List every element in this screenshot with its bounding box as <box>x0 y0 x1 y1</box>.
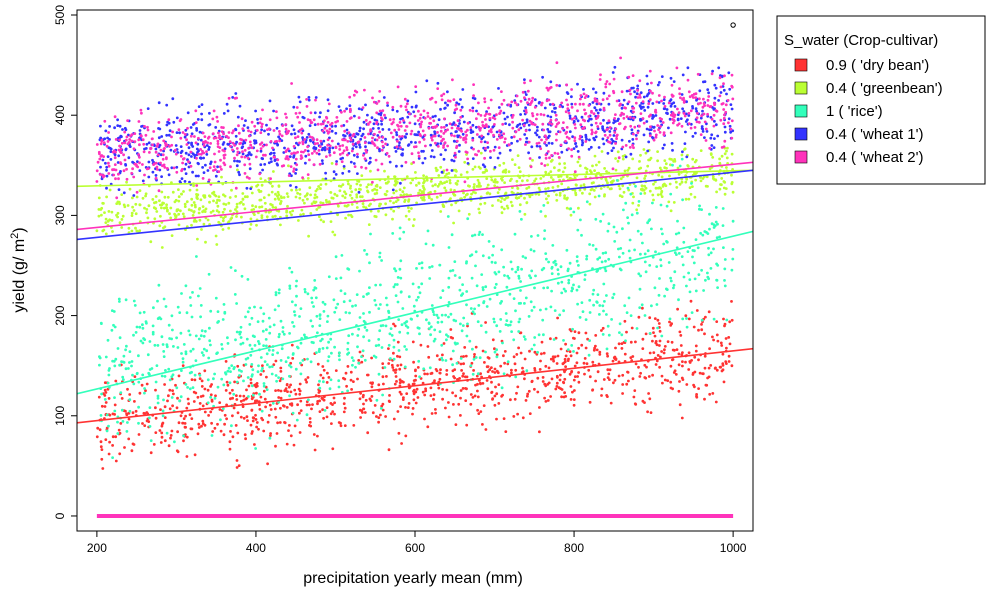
y-tick-label: 500 <box>53 5 67 25</box>
outlier-point <box>730 22 736 28</box>
legend-box <box>776 15 986 185</box>
legend-swatch <box>794 104 808 118</box>
y-axis-title-close: ) <box>11 227 28 232</box>
legend-swatch <box>794 81 808 95</box>
legend: S_water (Crop-cultivar) 0.9 ( 'dry bean'… <box>776 15 986 185</box>
y-axis-title: yield (g/ m2) <box>9 227 28 312</box>
trend-line <box>77 161 753 231</box>
legend-swatch <box>794 127 808 141</box>
legend-swatch <box>794 58 808 72</box>
series-points <box>95 56 735 200</box>
legend-entry: 0.4 ( 'greenbean') <box>826 80 943 97</box>
x-tick-label: 200 <box>87 541 107 555</box>
x-tick-label: 1000 <box>720 541 747 555</box>
y-tick-label: 100 <box>53 405 67 425</box>
legend-entry: 1 ( 'rice') <box>826 103 883 120</box>
trend-lines <box>77 161 753 424</box>
legend-title: S_water (Crop-cultivar) <box>784 32 938 49</box>
x-axis-title: precipitation yearly mean (mm) <box>303 570 523 587</box>
series-point-cloud <box>95 299 734 470</box>
legend-entry: 0.9 ( 'dry bean') <box>826 57 929 74</box>
legend-entry: 0.4 ( 'wheat 2') <box>826 149 923 166</box>
trend-line <box>77 169 753 241</box>
y-tick-label: 400 <box>53 105 67 125</box>
legend-swatch <box>794 150 808 164</box>
series-point-cloud <box>95 56 735 200</box>
y-axis-title-superscript: 2 <box>9 233 21 239</box>
y-axis-title-main: yield (g/ m <box>11 239 28 313</box>
x-tick-label: 800 <box>564 541 584 555</box>
trend-line <box>77 347 753 424</box>
data-points <box>95 22 736 518</box>
x-tick-label: 600 <box>405 541 425 555</box>
series-points <box>95 299 734 470</box>
y-axis: 0 100 200 300 400 500 <box>53 5 77 519</box>
x-axis: 200 400 600 800 1000 <box>87 531 747 555</box>
series-points <box>95 146 735 249</box>
series-point-cloud <box>95 146 735 249</box>
legend-entry: 0.4 ( 'wheat 1') <box>826 126 923 143</box>
y-tick-label: 300 <box>53 205 67 225</box>
y-tick-label: 0 <box>53 512 67 519</box>
y-tick-label: 200 <box>53 305 67 325</box>
x-tick-label: 400 <box>246 541 266 555</box>
trend-line <box>77 230 753 395</box>
